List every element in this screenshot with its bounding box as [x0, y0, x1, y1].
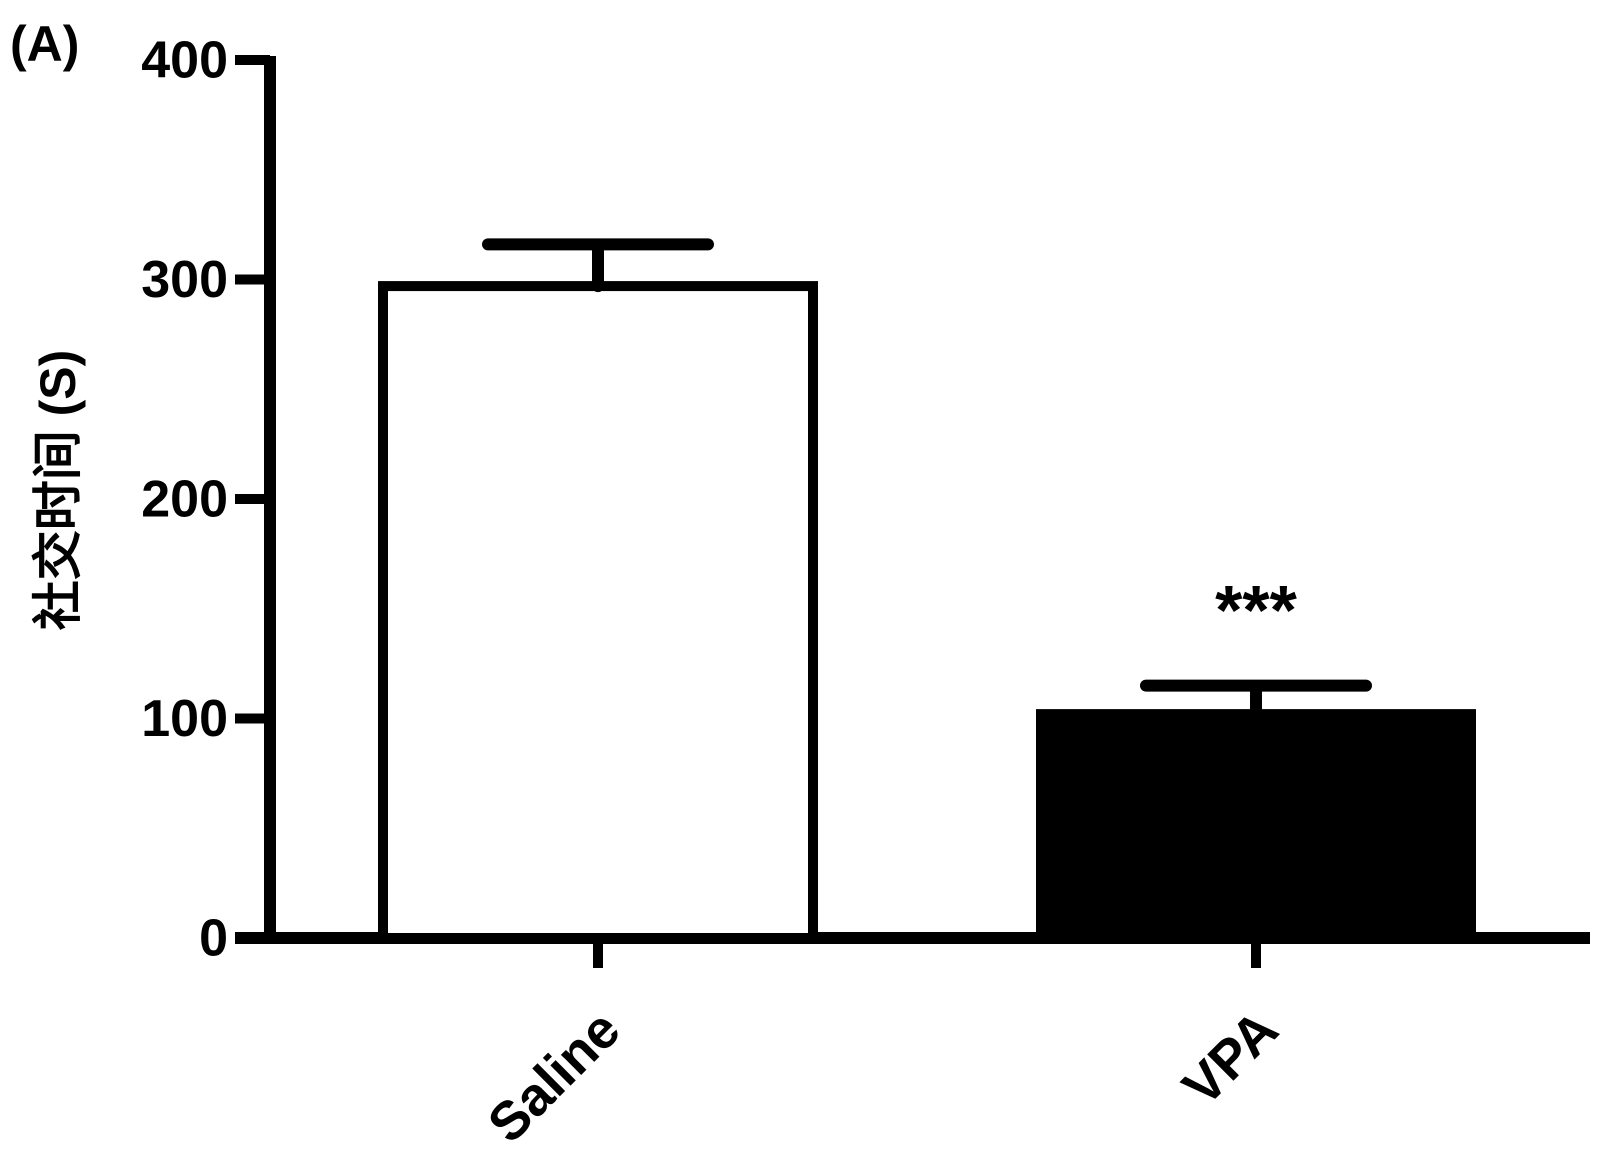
error-bar: [482, 238, 714, 293]
y-tick-label: 100: [141, 690, 228, 748]
y-tick-label: 400: [141, 32, 228, 90]
y-tick-label: 200: [141, 471, 228, 529]
y-tick-label: 0: [199, 910, 228, 968]
error-bar: [1140, 679, 1372, 721]
y-tick-label: 300: [141, 251, 228, 309]
x-tick-label: VPA: [1171, 999, 1289, 1117]
panel-label: (A): [10, 16, 79, 72]
bar: [1036, 709, 1476, 943]
x-tick-label: Saline: [477, 999, 632, 1154]
y-axis-label: 社交时间 (S): [30, 350, 86, 631]
bar: [378, 281, 818, 943]
significance-label: ***: [1215, 571, 1297, 649]
